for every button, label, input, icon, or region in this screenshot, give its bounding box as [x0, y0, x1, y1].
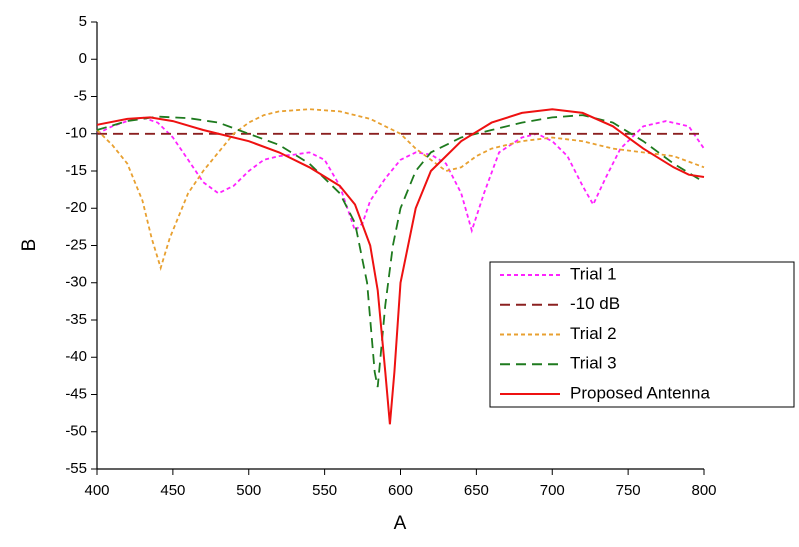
y-tick-label: -55: [65, 460, 87, 477]
legend-label: Trial 3: [570, 354, 617, 373]
y-tick-label: -50: [65, 423, 87, 440]
legend-label: Proposed Antenna: [570, 383, 710, 402]
y-tick-label: -45: [65, 385, 87, 402]
x-tick-label: 700: [540, 482, 565, 499]
legend-label: Trial 1: [570, 264, 617, 283]
y-tick-label: -40: [65, 348, 87, 365]
y-tick-label: -25: [65, 236, 87, 253]
x-axis-label: A: [394, 513, 407, 534]
x-tick-label: 500: [236, 482, 261, 499]
y-tick-label: -30: [65, 274, 87, 291]
y-tick-label: -35: [65, 311, 87, 328]
y-tick-label: 5: [79, 13, 87, 30]
x-tick-label: 650: [464, 482, 489, 499]
legend-label: -10 dB: [570, 294, 620, 313]
x-tick-label: 600: [388, 482, 413, 499]
line: [96, 108, 705, 425]
x-tick-label: 800: [691, 482, 716, 499]
x-tick-label: 750: [616, 482, 641, 499]
legend-box: [489, 261, 795, 408]
x-tick-label: 450: [160, 482, 185, 499]
y-tick-label: -10: [65, 125, 87, 142]
x-tick-label: 550: [312, 482, 337, 499]
y-axis-label: B: [19, 239, 40, 252]
y-tick-label: -20: [65, 199, 87, 216]
y-tick-label: -15: [65, 162, 87, 179]
y-tick-label: -5: [74, 87, 87, 104]
line: [96, 114, 705, 388]
line: [96, 108, 705, 271]
y-tick-label: 0: [79, 50, 87, 67]
legend-label: Trial 2: [570, 324, 617, 343]
x-tick-label: 400: [84, 482, 109, 499]
